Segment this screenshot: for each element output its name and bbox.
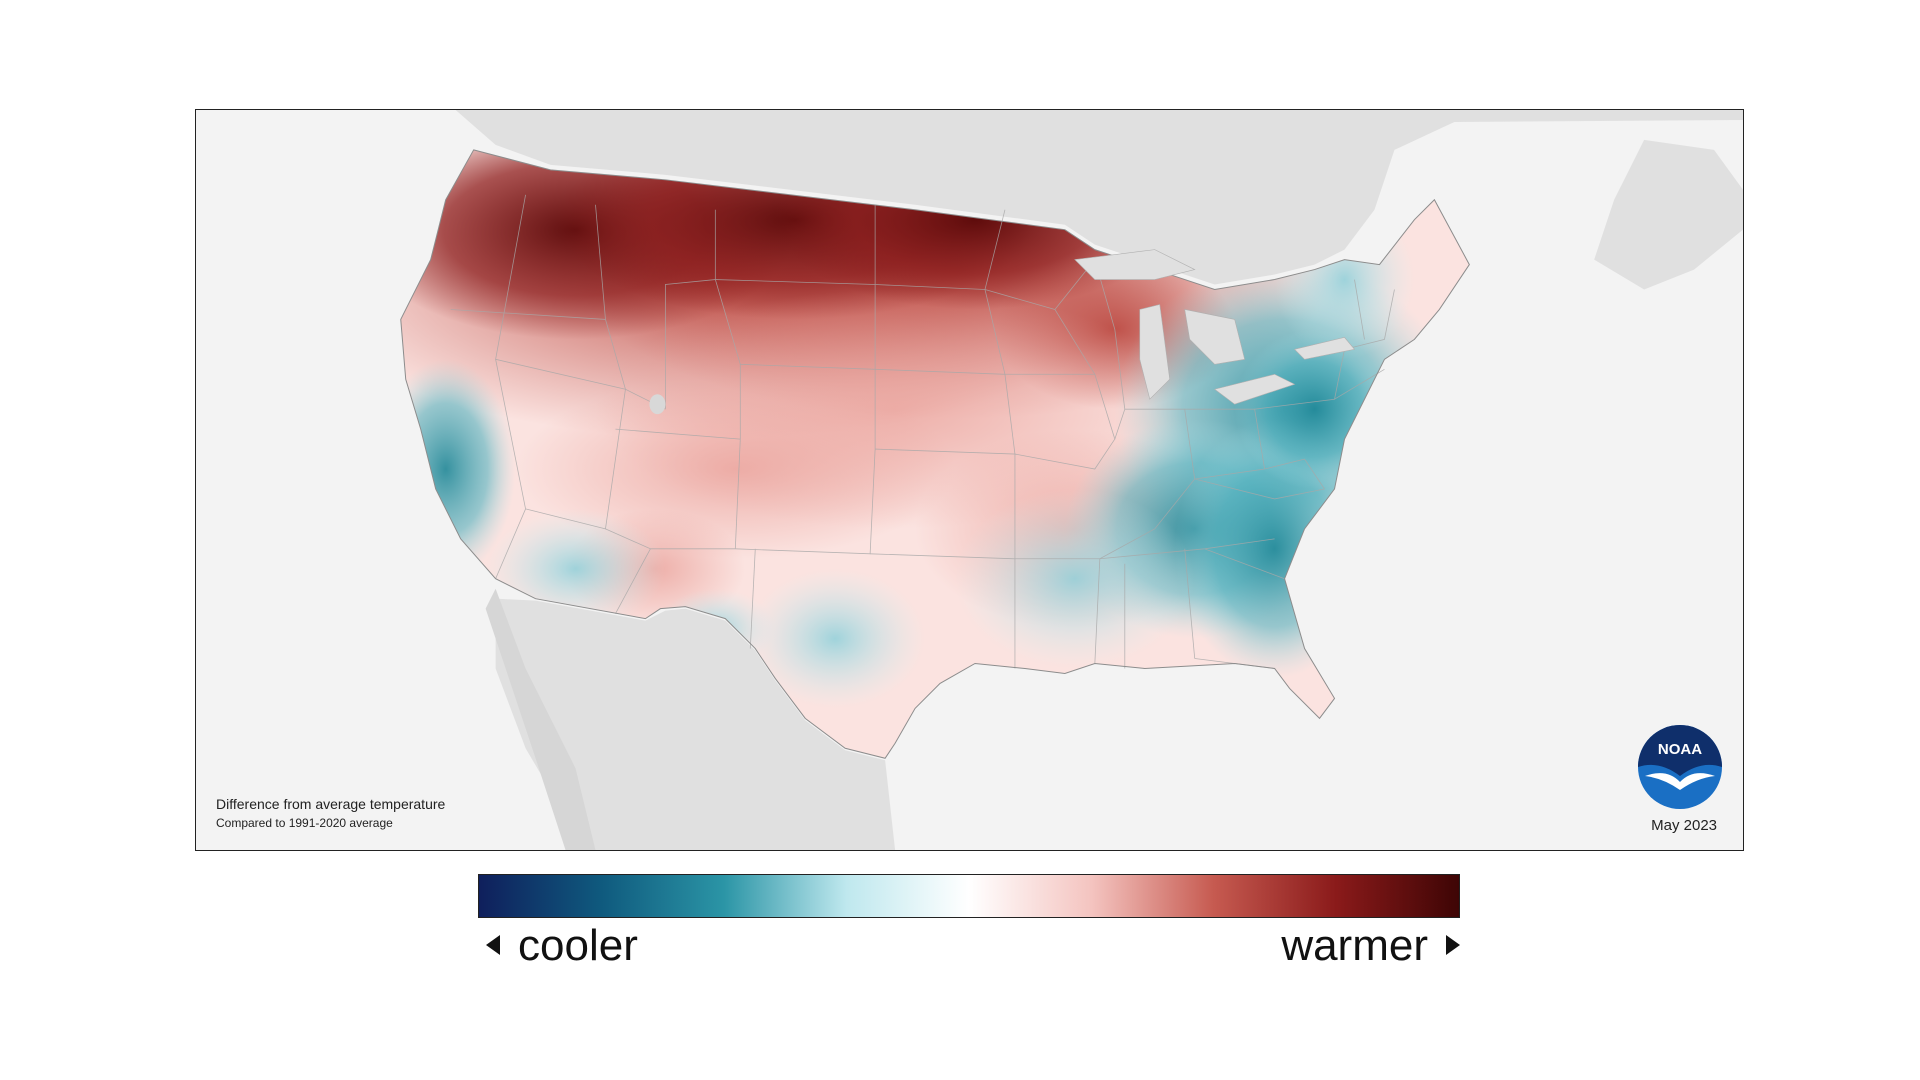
conus-outline [400, 149, 1470, 759]
canada-maritimes [1594, 139, 1743, 290]
noaa-logo-icon: NOAA [1638, 725, 1722, 809]
arrow-right-icon [1446, 935, 1460, 956]
map-panel: Difference from average temperature Comp… [195, 109, 1744, 851]
legend-cooler-label: cooler [518, 921, 638, 970]
map-caption-title: Difference from average temperature [216, 796, 446, 812]
great-lakes [1074, 249, 1356, 405]
legend-cooler: cooler [486, 916, 638, 976]
state-borders [450, 194, 1395, 669]
temperature-anomaly-map [400, 110, 1743, 850]
canada-landmass [455, 110, 1743, 285]
date-label: May 2023 [1651, 817, 1717, 834]
great-salt-lake [649, 394, 666, 415]
legend-warmer-label: warmer [1281, 921, 1428, 970]
legend-warmer: warmer [1281, 916, 1460, 976]
conus-anomaly-field [400, 149, 1470, 759]
noaa-logo-text: NOAA [1658, 741, 1702, 758]
color-scale-bar [478, 874, 1460, 918]
mexico-landmass [495, 598, 896, 850]
map-caption-subtitle: Compared to 1991-2020 average [216, 816, 393, 830]
arrow-left-icon [486, 935, 500, 956]
baja-peninsula [485, 588, 596, 850]
